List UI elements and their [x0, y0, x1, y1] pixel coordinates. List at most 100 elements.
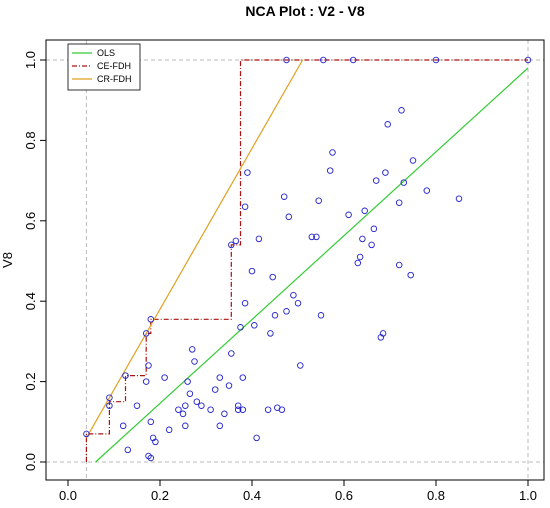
data-point [326, 167, 334, 174]
scatter-points [83, 56, 532, 462]
data-point [239, 406, 247, 413]
data-point [285, 213, 293, 221]
data-point [124, 446, 132, 454]
y-tick-label: 0.6 [23, 212, 38, 230]
y-axis-title: V8 [0, 252, 15, 268]
y-tick-label: 0.4 [23, 292, 38, 310]
data-point [455, 195, 463, 202]
data-point [382, 169, 389, 176]
x-tick-label: 0.0 [59, 488, 77, 503]
y-tick-label: 1.0 [23, 51, 38, 69]
data-point [269, 273, 276, 281]
data-point [237, 324, 244, 331]
data-point [182, 422, 189, 430]
data-point [188, 346, 196, 353]
data-point [147, 418, 155, 426]
data-point [182, 402, 189, 409]
plot-frame [45, 39, 545, 481]
data-point [370, 225, 378, 233]
data-point [395, 261, 403, 269]
data-point [216, 374, 224, 381]
data-point [198, 402, 205, 409]
data-point [372, 177, 380, 184]
data-point [320, 56, 327, 64]
data-point [119, 422, 127, 430]
data-point [234, 402, 242, 409]
data-point [106, 394, 113, 401]
data-point [294, 299, 302, 307]
data-point [400, 179, 408, 186]
data-point [221, 410, 228, 418]
data-point [267, 330, 274, 337]
data-point [175, 406, 182, 413]
data-point [297, 362, 304, 369]
data-point [216, 422, 224, 430]
data-point [225, 382, 233, 389]
data-point [315, 197, 322, 204]
data-point [264, 406, 272, 413]
data-point [232, 237, 240, 245]
y-tick-label: 0.8 [23, 131, 38, 149]
data-point [152, 438, 159, 446]
data-point [228, 350, 235, 357]
data-point [133, 402, 141, 409]
data-point [106, 402, 113, 409]
data-point [308, 233, 316, 241]
data-point [142, 330, 150, 337]
data-point [147, 454, 155, 462]
data-point [251, 322, 258, 329]
data-point [191, 358, 198, 365]
x-tick-label: 0.2 [151, 488, 169, 503]
data-point [142, 378, 150, 385]
data-point [432, 56, 440, 64]
y-axis: 0.0 0.2 0.4 0.6 0.8 1.0 [23, 51, 46, 471]
data-point [379, 330, 387, 337]
data-point [356, 253, 364, 261]
y-tick-label: 0.0 [23, 453, 38, 471]
y-tick-label: 0.2 [23, 373, 38, 391]
data-point [395, 199, 403, 206]
data-point [193, 398, 201, 405]
data-point [423, 187, 431, 194]
x-axis: 0.0 0.2 0.4 0.6 0.8 1.0 [59, 480, 537, 503]
data-point [122, 372, 129, 379]
x-tick-label: 0.4 [243, 488, 261, 503]
data-point [329, 149, 336, 156]
x-tick-label: 0.6 [335, 488, 353, 503]
data-point [241, 203, 249, 210]
x-tick-label: 1.0 [519, 488, 537, 503]
data-point [145, 362, 152, 369]
data-point [253, 434, 260, 442]
data-point [147, 316, 155, 323]
data-point [317, 312, 325, 319]
data-point [165, 426, 173, 434]
data-point [186, 390, 194, 397]
data-point [271, 312, 279, 319]
data-point [354, 259, 362, 267]
data-point [278, 406, 286, 413]
legend: OLS CE-FDH CR-FDH [67, 43, 141, 91]
data-point [290, 291, 297, 299]
data-point [280, 193, 288, 200]
data-point [244, 169, 251, 176]
data-point [524, 56, 532, 64]
data-point [228, 241, 235, 249]
data-point [239, 374, 247, 381]
data-point [384, 121, 391, 128]
data-point [409, 157, 417, 164]
data-point [313, 233, 320, 241]
legend-box [67, 43, 141, 91]
data-point [407, 271, 414, 279]
data-point [161, 374, 168, 381]
data-point [241, 299, 249, 307]
legend-label-ce-fdh: CE-FDH [97, 61, 131, 71]
legend-label-ols: OLS [97, 48, 115, 58]
data-point [349, 56, 357, 64]
data-point [83, 430, 90, 438]
x-tick-label: 0.8 [427, 488, 445, 503]
series-ols-line [95, 67, 529, 463]
data-point [255, 235, 263, 243]
data-point [207, 406, 214, 413]
data-point [248, 267, 256, 275]
